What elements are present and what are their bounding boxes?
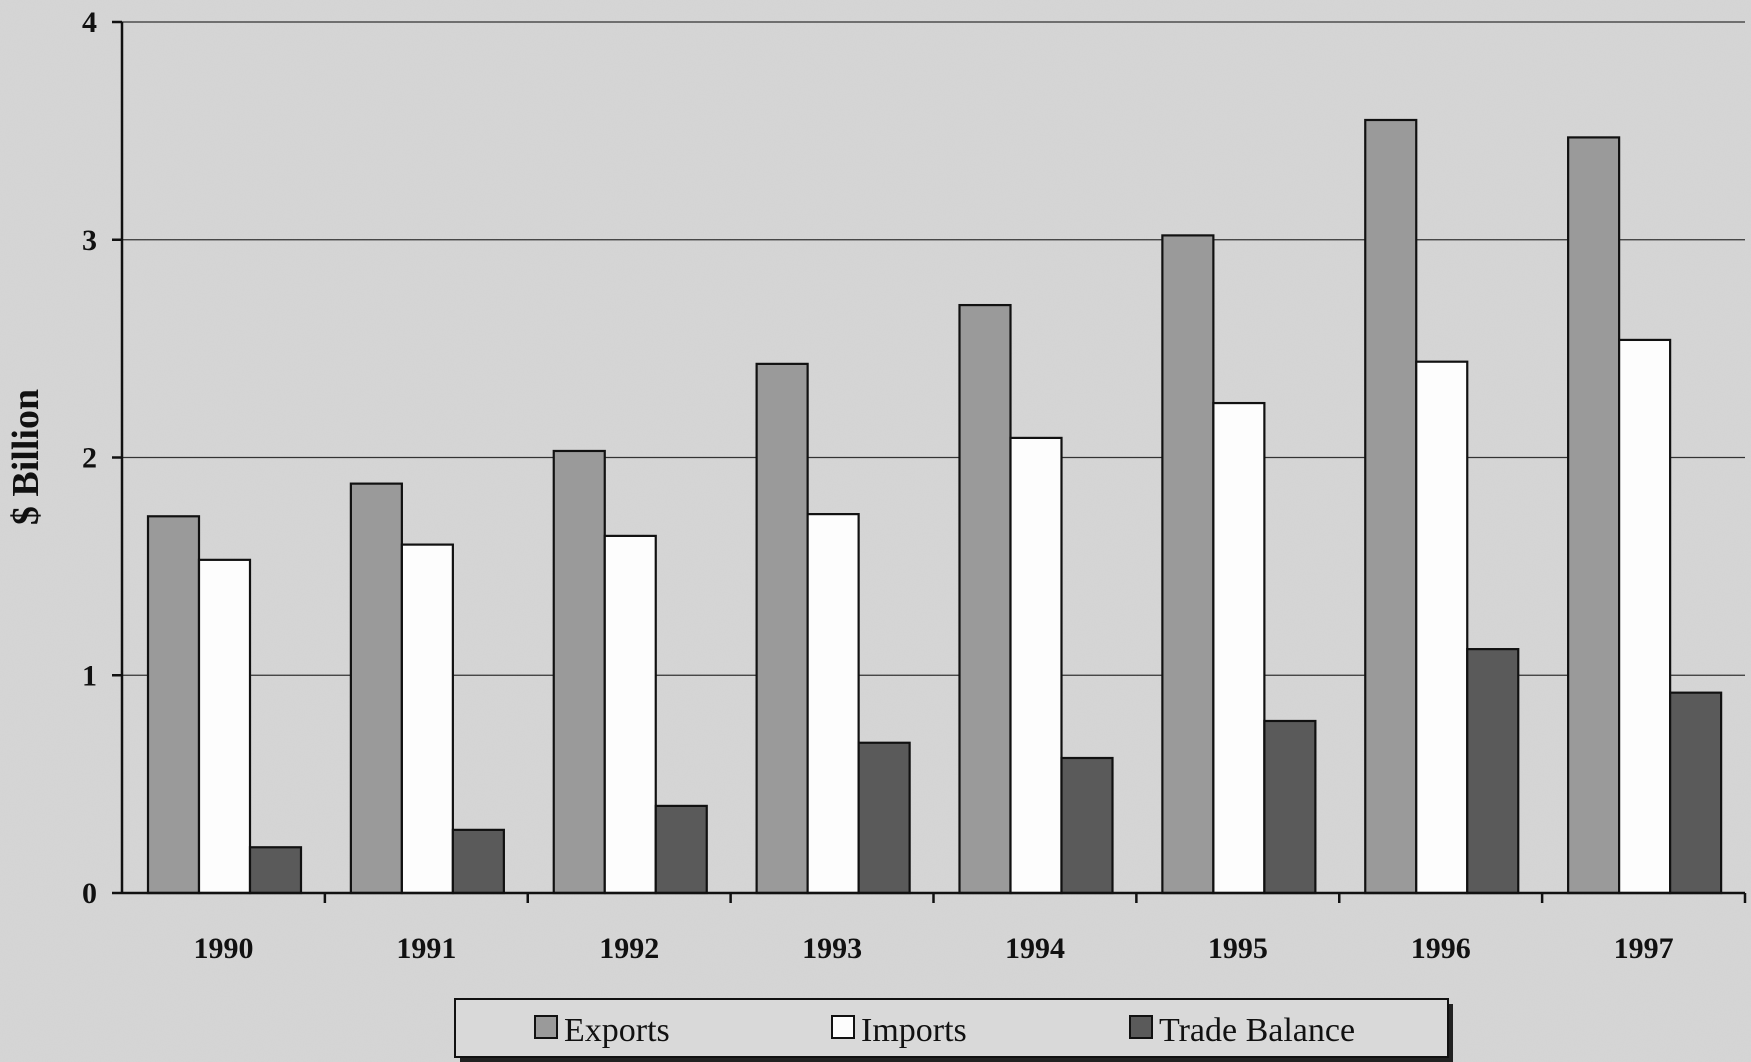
bar-trade-balance-1996 xyxy=(1466,648,1520,895)
x-tick-label: 1995 xyxy=(1208,932,1268,965)
legend-swatch-exports xyxy=(534,1015,558,1039)
y-tick-labels: 0 1 2 3 4 xyxy=(82,6,97,910)
bar-trade-balance-1990 xyxy=(248,846,303,895)
legend-label-imports: Imports xyxy=(861,1012,967,1049)
bar-trade-balance-1994 xyxy=(1060,756,1114,895)
bar-imports-1995 xyxy=(1212,401,1266,895)
y-tick-label: 4 xyxy=(82,6,97,39)
legend-swatch-imports xyxy=(831,1015,855,1039)
bar-imports-1994 xyxy=(1009,436,1063,895)
legend-label-exports: Exports xyxy=(564,1012,670,1049)
y-tick-label: 2 xyxy=(82,442,97,475)
bar-exports-1993 xyxy=(755,362,809,895)
y-tick-label: 3 xyxy=(82,224,97,257)
bars xyxy=(146,118,1723,895)
bar-exports-1991 xyxy=(349,482,403,895)
bar-imports-1991 xyxy=(400,543,454,895)
x-tick-label: 1996 xyxy=(1411,932,1471,965)
bar-exports-1992 xyxy=(552,449,606,895)
x-tick-label: 1992 xyxy=(599,932,659,965)
bar-imports-1992 xyxy=(603,534,657,895)
bar-exports-1995 xyxy=(1161,234,1215,895)
legend: Exports Imports Trade Balance xyxy=(454,998,1453,1062)
y-tick-label: 1 xyxy=(82,659,97,692)
bar-exports-1994 xyxy=(958,303,1012,895)
axes xyxy=(112,20,1747,903)
bar-imports-1996 xyxy=(1415,360,1469,895)
legend-swatch-trade-balance xyxy=(1129,1015,1153,1039)
bar-trade-balance-1993 xyxy=(857,741,911,895)
y-tick-label: 0 xyxy=(82,877,97,910)
x-tick-label: 1993 xyxy=(802,932,862,965)
bar-trade-balance-1992 xyxy=(654,804,708,895)
x-tick-label: 1991 xyxy=(396,932,456,965)
bar-exports-1997 xyxy=(1567,136,1621,895)
bar-exports-1990 xyxy=(146,515,201,895)
bar-trade-balance-1997 xyxy=(1669,691,1723,895)
legend-box xyxy=(454,998,1449,1058)
bar-trade-balance-1991 xyxy=(451,828,505,895)
bar-exports-1996 xyxy=(1364,118,1418,895)
x-tick-label: 1994 xyxy=(1005,932,1065,965)
bar-imports-1997 xyxy=(1618,338,1672,895)
bar-imports-1993 xyxy=(806,513,860,895)
bar-imports-1990 xyxy=(197,558,252,895)
y-axis-title: $ Billion xyxy=(5,389,47,525)
x-tick-label: 1990 xyxy=(193,932,253,965)
bar-trade-balance-1995 xyxy=(1263,719,1317,895)
legend-label-trade-balance: Trade Balance xyxy=(1159,1012,1355,1049)
x-tick-labels: 1990 1991 1992 1993 1994 1995 1996 1997 xyxy=(193,932,1673,965)
x-tick-label: 1997 xyxy=(1614,932,1674,965)
